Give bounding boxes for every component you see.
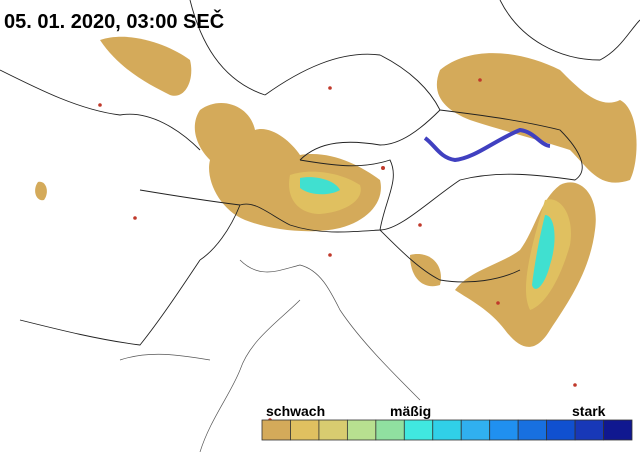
- coastline: [119, 259, 421, 452]
- legend-swatch: [546, 419, 576, 441]
- legend-scale: [261, 419, 633, 441]
- rain-area: [35, 181, 47, 201]
- legend-swatch: [489, 419, 519, 441]
- map-title: 05. 01. 2020, 03:00 SEČ: [4, 9, 224, 33]
- river: [423, 127, 551, 163]
- rain-area: [436, 53, 637, 183]
- rain-area: [410, 254, 441, 287]
- legend-label: mäßig: [390, 403, 431, 419]
- legend-swatch: [261, 419, 291, 441]
- legend-swatch: [290, 419, 320, 441]
- rain-area: [100, 36, 192, 96]
- legend-label: schwach: [266, 403, 325, 419]
- legend-swatch: [346, 419, 377, 441]
- legend-swatch: [574, 419, 604, 441]
- rain-core: [300, 177, 340, 195]
- legend-swatch: [375, 419, 405, 441]
- legend-label: stark: [572, 403, 606, 419]
- precipitation: [35, 36, 637, 347]
- legend-swatch: [460, 419, 491, 441]
- borders: [0, 0, 640, 346]
- legend-swatch: [603, 419, 633, 441]
- legend-swatch: [432, 419, 462, 441]
- legend-swatch: [318, 419, 348, 441]
- legend-swatch: [517, 419, 548, 441]
- rain-core: [532, 215, 555, 289]
- legend-swatch: [403, 419, 434, 441]
